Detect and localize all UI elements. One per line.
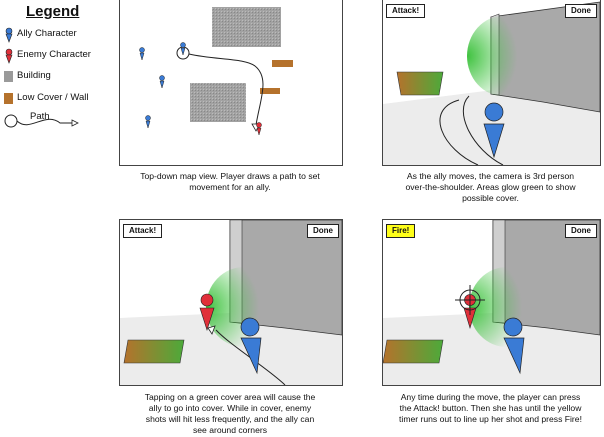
map-view-caption: Top-down map view. Player draws a path t… (140, 171, 320, 192)
done-button[interactable]: Done (307, 224, 339, 238)
legend-label: Path (30, 111, 50, 122)
cover-panel[interactable]: Attack! Done (119, 219, 343, 386)
legend-item-ally: Ally Character (0, 27, 112, 43)
cover-glow[interactable] (467, 16, 539, 96)
cover-scene (120, 220, 342, 385)
legend-label: Enemy Character (17, 49, 91, 60)
ally-character-icon (5, 27, 13, 43)
cover-caption: Tapping on a green cover area will cause… (144, 392, 316, 435)
ground (120, 313, 342, 385)
cover-glow[interactable] (469, 267, 545, 347)
ground (383, 313, 600, 385)
movement-path (439, 99, 479, 165)
attack-button[interactable]: Attack! (123, 224, 163, 238)
low-cover-wall (272, 60, 293, 67)
third-person-caption: As the ally moves, the camera is 3rd per… (405, 171, 576, 203)
fire-caption: Any time during the move, the player can… (399, 392, 582, 424)
fire-panel[interactable]: Fire! Done (382, 219, 601, 386)
ally-character-icon (503, 317, 525, 375)
enemy-character-icon (5, 48, 13, 64)
third-person-panel[interactable]: Attack! Done (382, 0, 601, 166)
enemy-character-icon[interactable] (256, 122, 262, 136)
done-button[interactable]: Done (565, 224, 597, 238)
enemy-character-icon[interactable] (199, 293, 215, 331)
low-cover-wall[interactable] (123, 339, 185, 364)
fire-scene (383, 220, 600, 385)
low-cover-wall (260, 88, 280, 94)
ally-character-icon[interactable] (139, 47, 145, 61)
ally-character-icon (483, 102, 505, 159)
ally-character-icon[interactable] (180, 42, 186, 56)
ally-character-icon[interactable] (159, 75, 165, 89)
legend-item-building: Building (0, 69, 112, 85)
legend-item-enemy: Enemy Character (0, 48, 112, 64)
legend-item-low-cover: Low Cover / Wall (0, 91, 112, 107)
low-cover-wall[interactable] (383, 339, 444, 364)
fire-button[interactable]: Fire! (386, 224, 416, 238)
cover-glow[interactable] (206, 267, 282, 347)
legend-label: Low Cover / Wall (17, 92, 89, 103)
attack-button[interactable]: Attack! (386, 4, 426, 18)
map-view-panel[interactable] (119, 0, 343, 166)
path-icon (4, 114, 79, 128)
ally-character-icon[interactable] (145, 115, 151, 129)
ally-character-icon (240, 317, 262, 375)
third-person-scene (383, 1, 600, 165)
legend-label: Building (17, 70, 51, 81)
legend: Legend Ally Character Enemy Character Bu… (0, 0, 112, 140)
low-cover-icon (4, 93, 13, 104)
building (212, 7, 281, 47)
done-button[interactable]: Done (565, 4, 597, 18)
legend-label: Ally Character (17, 28, 77, 39)
building (190, 83, 246, 122)
map-scene (139, 7, 293, 136)
movement-path[interactable] (188, 53, 264, 126)
crosshair-icon[interactable] (455, 285, 485, 315)
building-icon (4, 71, 13, 82)
legend-item-path: Path (0, 111, 112, 133)
legend-title: Legend (26, 3, 80, 20)
low-cover-wall[interactable] (396, 71, 444, 96)
